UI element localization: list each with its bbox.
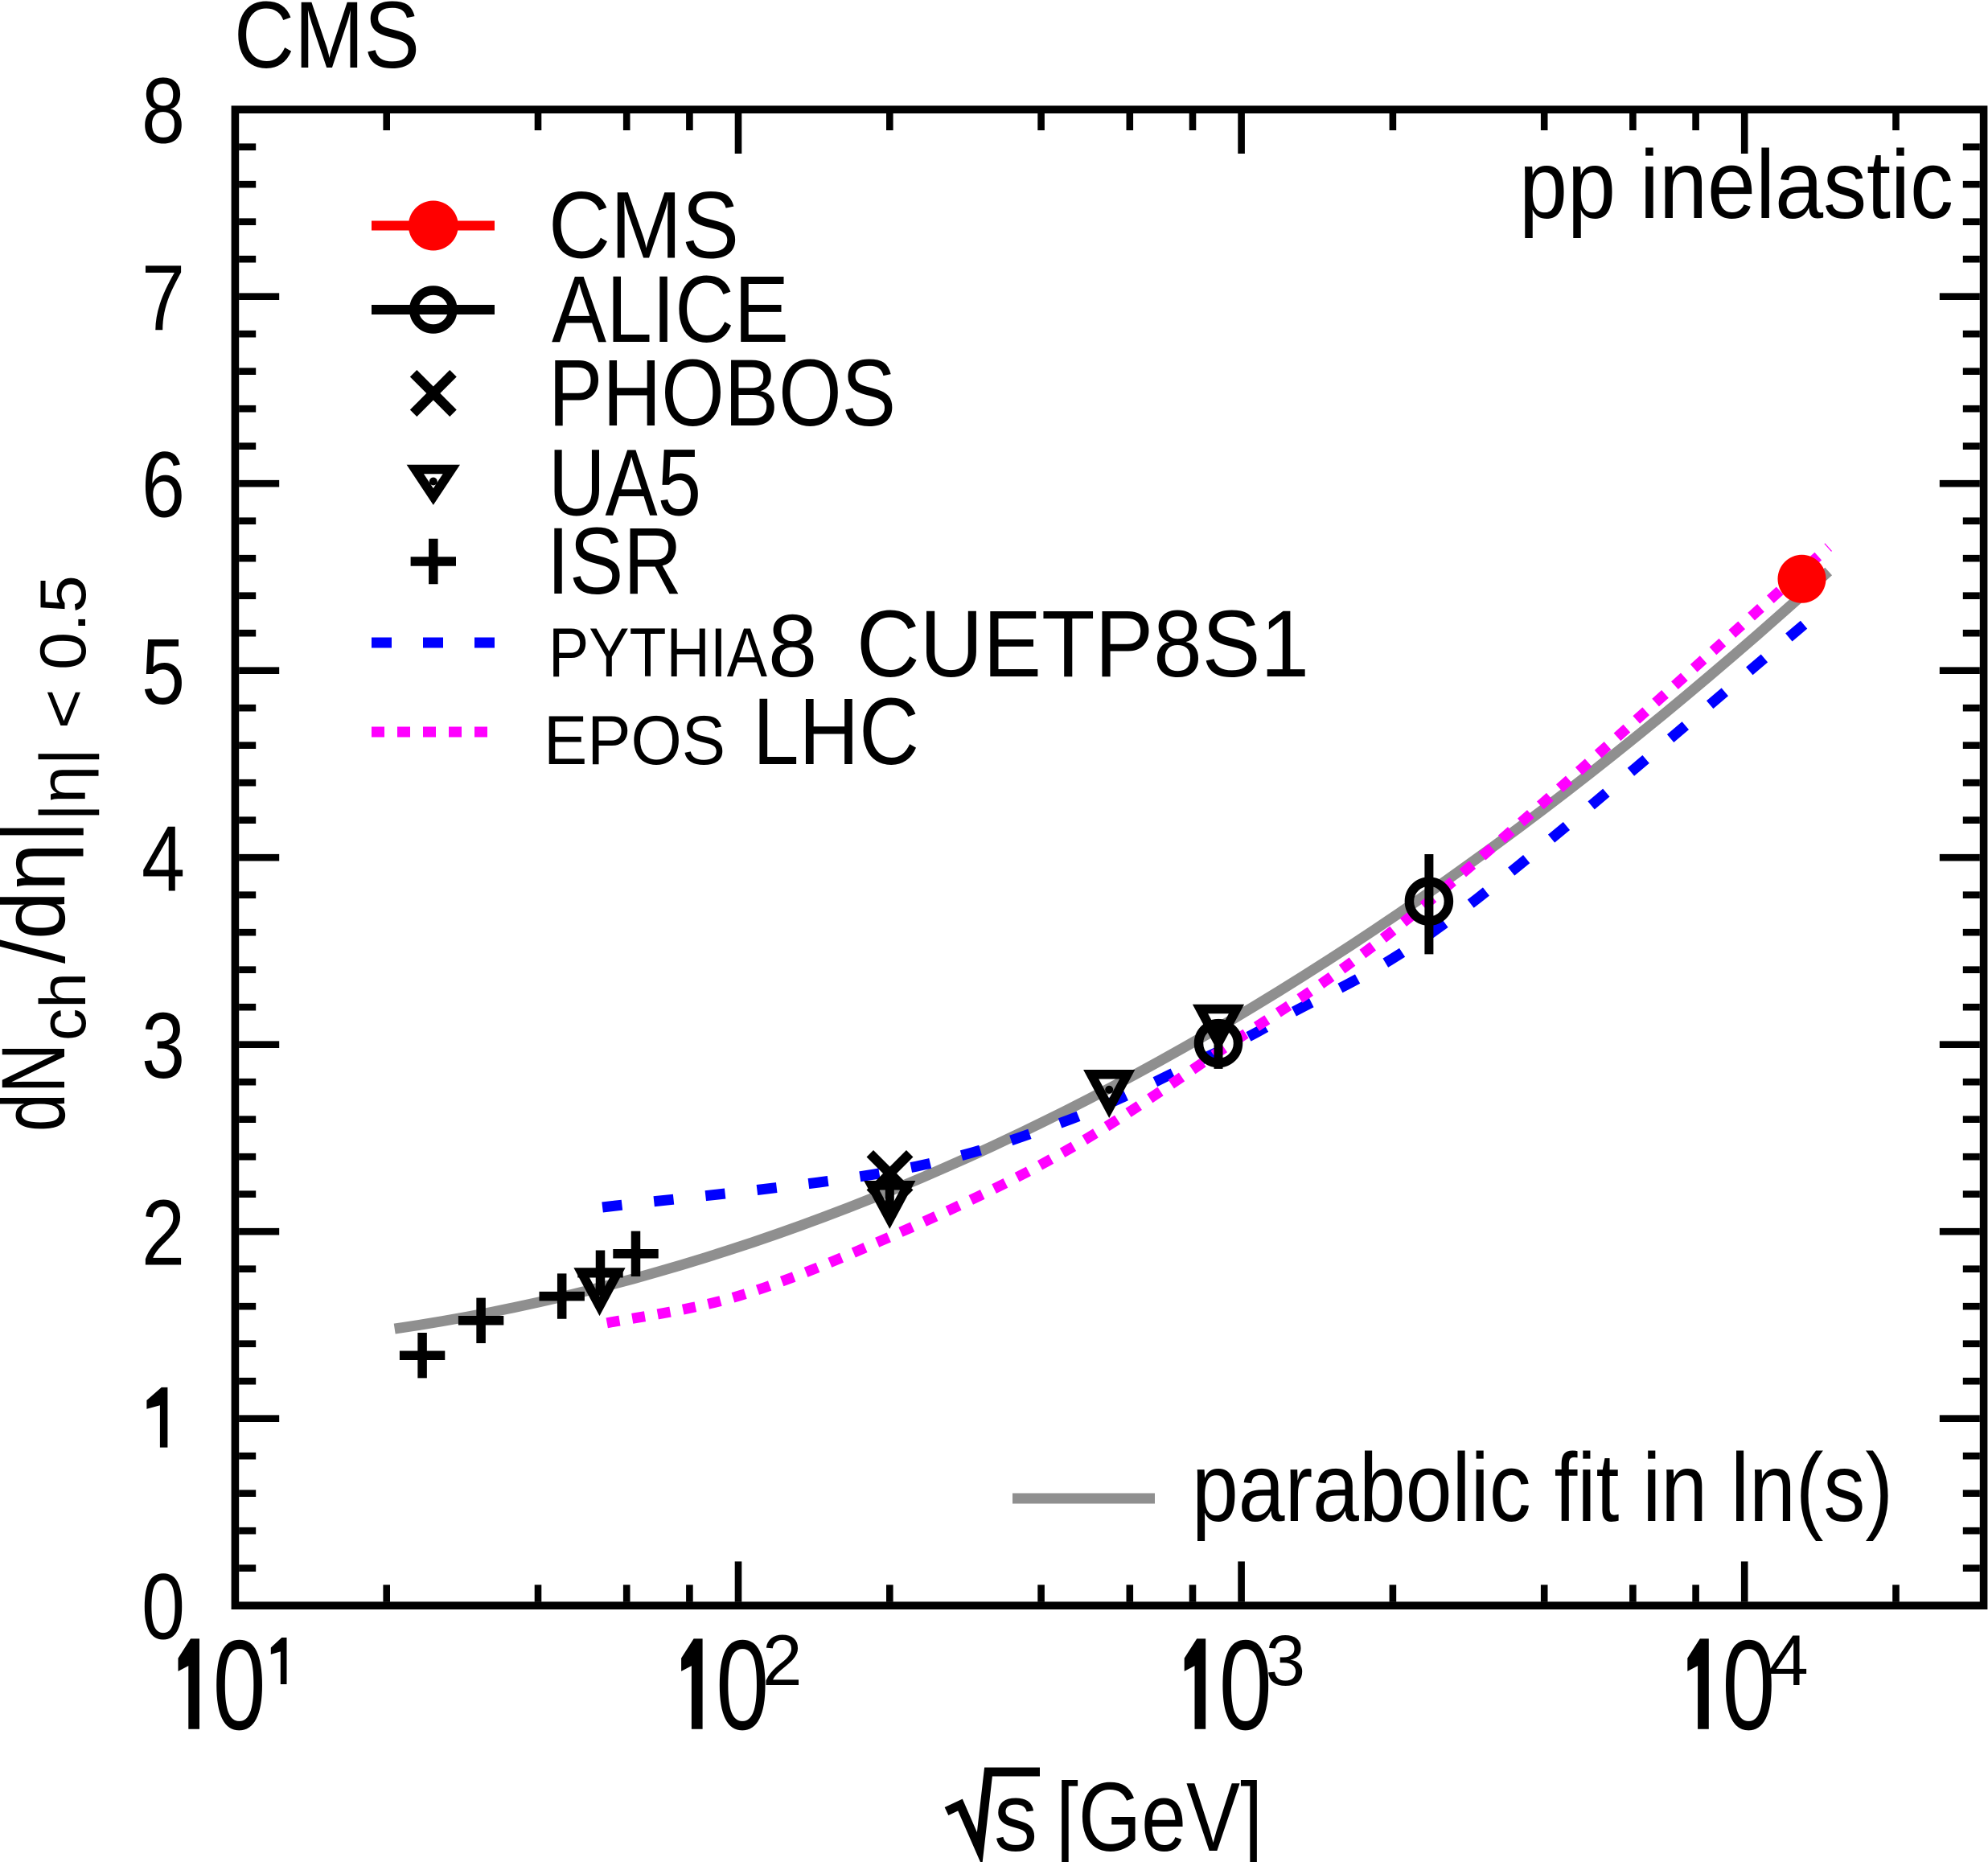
svg-text:UA5: UA5 [548, 430, 701, 536]
svg-text:0: 0 [1722, 1613, 1775, 1757]
svg-text:CMS: CMS [234, 0, 420, 88]
svg-text:8: 8 [768, 597, 817, 696]
svg-text:pp inelastic: pp inelastic [1519, 129, 1953, 239]
svg-text:dN: dN [0, 1043, 84, 1132]
svg-text:4: 4 [142, 807, 185, 911]
svg-text:8: 8 [142, 59, 185, 163]
svg-text:3: 3 [142, 993, 185, 1098]
svg-text:|η| < 0.5: |η| < 0.5 [27, 575, 100, 821]
svg-text:EPOS: EPOS [544, 702, 725, 779]
svg-text:ch: ch [27, 972, 100, 1041]
svg-text:6: 6 [142, 433, 185, 537]
svg-text:s: s [994, 1762, 1037, 1862]
svg-text:7: 7 [142, 245, 185, 350]
svg-text:parabolic fit in ln(s): parabolic fit in ln(s) [1192, 1432, 1893, 1542]
svg-text:[GeV]: [GeV] [1056, 1762, 1263, 1862]
svg-text:CMS: CMS [548, 173, 739, 279]
svg-text:0: 0 [142, 1555, 185, 1659]
svg-text:2: 2 [142, 1181, 185, 1285]
svg-text:2: 2 [762, 1620, 803, 1700]
svg-text:PYTHIA: PYTHIA [548, 614, 768, 692]
svg-text:0: 0 [213, 1613, 266, 1757]
svg-text:3: 3 [1266, 1620, 1306, 1700]
svg-text:PHOBOS: PHOBOS [548, 340, 896, 446]
svg-text:ALICE: ALICE [552, 257, 789, 363]
svg-text:0: 0 [1219, 1613, 1272, 1757]
svg-text:ISR: ISR [547, 508, 682, 614]
svg-text:4: 4 [1768, 1620, 1809, 1700]
svg-text:CUETP8S1: CUETP8S1 [856, 591, 1309, 697]
svg-text:LHC: LHC [753, 679, 919, 785]
svg-text:5: 5 [142, 619, 185, 724]
svg-text:/dη|: /dη| [0, 820, 84, 964]
svg-text:0: 0 [716, 1613, 769, 1757]
